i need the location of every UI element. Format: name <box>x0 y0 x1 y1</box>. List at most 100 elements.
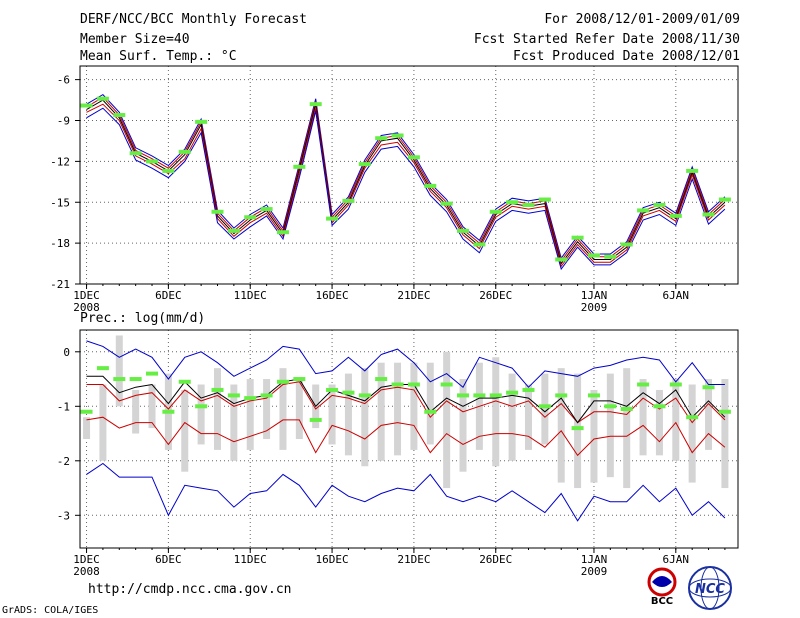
observed-marker <box>473 242 486 247</box>
series-line-blue-lower <box>86 107 726 271</box>
observed-marker <box>195 119 208 124</box>
spread-box <box>524 384 532 450</box>
x-tick-label: 11DEC <box>234 289 267 302</box>
spread-box <box>361 368 369 467</box>
y-tick-label: -9 <box>57 115 70 128</box>
grads-credit: GrADS: COLA/IGES <box>2 605 99 616</box>
x-tick-label: 1DEC <box>73 289 100 302</box>
y-tick-label: 0 <box>63 346 70 359</box>
spread-box <box>655 389 663 456</box>
observed-marker <box>260 393 273 398</box>
spread-box <box>639 379 647 456</box>
x-tick-label: 11DEC <box>234 553 267 566</box>
ncc-logo: NCC <box>688 566 732 610</box>
spread-box <box>623 368 631 489</box>
observed-marker <box>718 409 731 414</box>
spread-box <box>508 373 516 461</box>
observed-marker <box>342 198 355 203</box>
spread-box <box>410 362 418 450</box>
spread-box <box>132 389 140 434</box>
observed-marker <box>473 393 486 398</box>
series-line-mean <box>86 99 726 265</box>
forecast-period: For 2008/12/01-2009/01/09 <box>544 12 740 27</box>
x-tick-label: 16DEC <box>316 289 349 302</box>
observed-marker <box>702 385 715 390</box>
spread-box <box>557 368 565 483</box>
precip-panel-title: Prec.: log(mm/d) <box>80 311 205 326</box>
spread-box <box>377 362 385 461</box>
y-tick-label: -1 <box>57 400 70 413</box>
spread-box <box>492 357 500 467</box>
observed-marker <box>391 382 404 387</box>
observed-marker <box>113 377 126 382</box>
observed-marker <box>260 207 273 212</box>
observed-marker <box>686 415 699 420</box>
observed-marker <box>538 197 551 202</box>
spread-box <box>246 379 254 450</box>
observed-marker <box>489 393 502 398</box>
observed-marker <box>457 228 470 233</box>
observed-marker <box>506 390 519 395</box>
observed-marker <box>522 202 535 207</box>
spread-box <box>115 335 123 407</box>
observed-marker <box>162 168 175 173</box>
observed-marker <box>718 197 731 202</box>
x-tick-label: 21DEC <box>397 289 430 302</box>
chart-title: DERF/NCC/BCC Monthly Forecast <box>80 12 307 27</box>
observed-marker <box>604 404 617 409</box>
series-line-red-lower <box>86 416 726 457</box>
observed-marker <box>162 409 175 414</box>
series-line-red-lower <box>86 103 726 268</box>
plot-frame <box>79 65 739 285</box>
observed-marker <box>686 168 699 173</box>
observed-marker <box>604 254 617 259</box>
observed-marker <box>653 404 666 409</box>
observed-marker <box>637 208 650 213</box>
series-line-mean <box>86 375 726 424</box>
variable-label: Mean Surf. Temp.: °C <box>80 49 237 64</box>
observed-marker <box>178 149 191 154</box>
observed-marker <box>293 377 306 382</box>
spread-box <box>606 373 614 478</box>
spread-box <box>705 379 713 450</box>
observed-marker <box>669 382 682 387</box>
observed-marker <box>129 151 142 156</box>
spread-box <box>344 373 352 456</box>
observed-marker <box>375 377 388 382</box>
spread-box <box>295 379 303 439</box>
observed-marker <box>702 212 715 217</box>
y-tick-label: -2 <box>57 455 70 468</box>
x-tick-year: 2008 <box>73 301 100 314</box>
spread-box <box>590 389 598 483</box>
bcc-logo: BCC <box>647 567 677 607</box>
observed-marker <box>538 404 551 409</box>
observed-marker <box>407 382 420 387</box>
x-tick-label: 1JAN <box>581 289 608 302</box>
member-size: Member Size=40 <box>80 32 190 47</box>
spread-box <box>443 351 451 489</box>
x-tick-label: 26DEC <box>479 289 512 302</box>
x-tick-label: 6JAN <box>663 289 690 302</box>
spread-box <box>574 373 582 489</box>
observed-marker <box>129 377 142 382</box>
fcst-produced-date: Fcst Produced Date 2008/12/01 <box>513 49 740 64</box>
plot-frame <box>79 329 739 549</box>
y-tick-label: -6 <box>57 74 70 87</box>
observed-marker <box>276 379 289 384</box>
spread-box <box>263 379 271 439</box>
fcst-start-date: Fcst Started Refer Date 2008/11/30 <box>473 32 740 47</box>
observed-marker <box>407 155 420 160</box>
x-tick-label: 16DEC <box>316 553 349 566</box>
observed-marker <box>178 379 191 384</box>
series-line-blue-upper <box>86 340 725 388</box>
source-url[interactable]: http://cmdp.ncc.cma.gov.cn <box>88 582 292 597</box>
ncc-logo-text: NCC <box>695 582 725 597</box>
observed-marker <box>571 235 584 240</box>
observed-marker <box>211 209 224 214</box>
observed-marker <box>309 417 322 422</box>
observed-marker <box>587 253 600 258</box>
y-tick-label: -15 <box>50 196 70 209</box>
observed-marker <box>326 387 339 392</box>
observed-marker <box>96 366 109 371</box>
